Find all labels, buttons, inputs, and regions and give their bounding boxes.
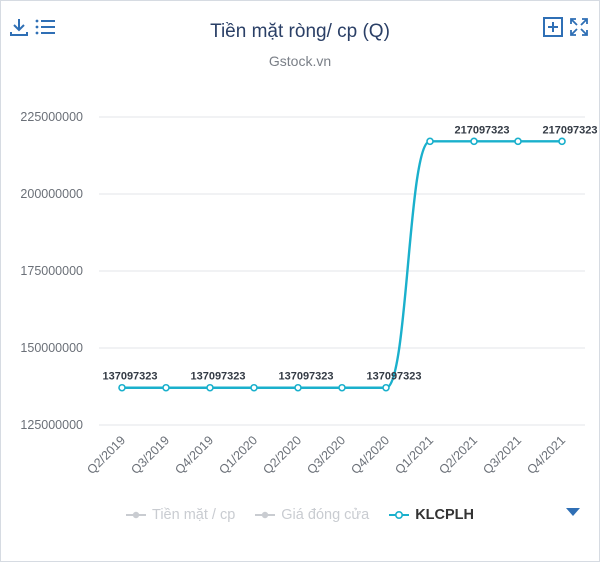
x-tick-label: Q3/2021 — [480, 433, 524, 477]
data-label: 137097323 — [102, 371, 157, 383]
triangle-down-icon[interactable] — [563, 505, 583, 519]
data-point — [338, 383, 346, 392]
x-tick-label: Q2/2020 — [260, 433, 304, 477]
menu-list-icon[interactable] — [33, 15, 57, 39]
legend-line-marker-icon — [126, 511, 146, 519]
data-point — [558, 137, 566, 146]
fullscreen-icon[interactable] — [567, 15, 591, 39]
legend-label: KLCPLH — [415, 507, 474, 523]
data-point — [514, 137, 522, 146]
x-tick-label: Q1/2021 — [392, 433, 436, 477]
data-point — [118, 383, 126, 392]
data-point — [294, 383, 302, 392]
data-point — [206, 383, 214, 392]
legend-item-tien-mat-cp[interactable]: Tiền mặt / cp — [126, 507, 235, 523]
x-tick-label: Q2/2019 — [84, 433, 128, 477]
download-icon[interactable] — [7, 15, 31, 39]
x-tick-label: Q4/2020 — [348, 433, 392, 477]
y-tick-label: 225000000 — [20, 110, 83, 124]
x-tick-label: Q3/2019 — [128, 433, 172, 477]
legend-item-klcplh[interactable]: KLCPLH — [389, 507, 474, 523]
y-tick-label: 150000000 — [20, 341, 83, 355]
add-box-icon[interactable] — [541, 15, 565, 39]
x-tick-label: Q1/2020 — [216, 433, 260, 477]
data-point — [426, 137, 434, 146]
y-tick-label: 125000000 — [20, 418, 83, 432]
data-label: 137097323 — [190, 371, 245, 383]
y-tick-label: 175000000 — [20, 264, 83, 278]
x-tick-label: Q2/2021 — [436, 433, 480, 477]
x-tick-label: Q3/2020 — [304, 433, 348, 477]
x-tick-label: Q4/2019 — [172, 433, 216, 477]
data-label: 217097323 — [542, 124, 597, 136]
legend-label: Tiền mặt / cp — [152, 507, 236, 523]
data-label: 217097323 — [454, 124, 509, 136]
line-chart: 125000000 150000000 175000000 200000000 2250… — [20, 110, 597, 477]
data-point — [162, 383, 170, 392]
legend: Tiền mặt / cp Giá đóng cửa KLCPLH — [1, 507, 599, 523]
data-point — [250, 383, 258, 392]
chart-subtitle: Gstock.vn — [268, 53, 332, 69]
data-point — [470, 137, 478, 146]
data-point — [382, 383, 390, 392]
chart-title: Tiền mặt ròng/ cp (Q) — [210, 21, 390, 42]
legend-label: Giá đóng cửa — [281, 507, 370, 523]
data-label: 137097323 — [366, 371, 421, 383]
x-tick-label: Q4/2021 — [524, 433, 568, 477]
legend-line-marker-icon — [389, 510, 410, 520]
legend-line-marker-icon — [255, 511, 276, 519]
legend-item-gia-dong-cua[interactable]: Giá đóng cửa — [255, 507, 369, 523]
y-tick-label: 200000000 — [20, 187, 83, 201]
data-label: 137097323 — [278, 371, 333, 383]
series-line-klcplh — [122, 140, 562, 389]
